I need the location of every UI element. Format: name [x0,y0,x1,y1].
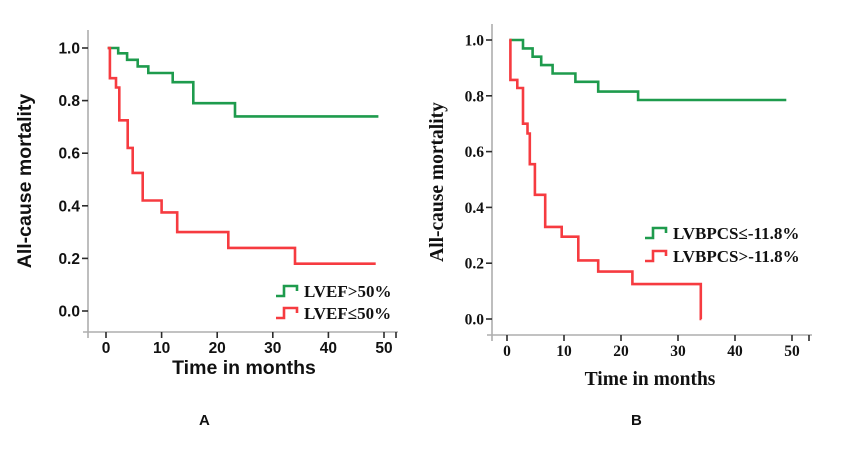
y-tick-label: 0.4 [58,198,80,215]
panel-a-caption: A [199,412,210,429]
x-tick-label: 20 [613,343,629,360]
x-tick-label: 10 [153,340,170,357]
y-tick-label: 0.0 [58,304,80,321]
legend-label: LVBPCS>-11.8% [673,247,800,266]
x-tick-label: 0 [102,340,111,357]
y-tick-label: 0.4 [465,200,485,217]
x-tick-label: 10 [556,343,572,360]
panel-b-caption: B [631,412,642,429]
y-tick-label: 0.8 [465,88,485,105]
x-tick-label: 0 [503,343,511,360]
x-tick-label: 30 [670,343,686,360]
x-tick-label: 20 [209,340,226,357]
survival-curve-LVEF>50% [107,46,379,118]
legend-step-glyph [276,284,299,298]
x-axis-title: Time in months [172,357,316,379]
y-tick-label: 0.6 [465,144,485,161]
survival-curve-LVBPCS>-11.8% [509,38,703,321]
y-tick-label: 0.6 [58,146,80,163]
x-tick-label: 40 [727,343,743,360]
x-tick-label: 50 [375,340,392,357]
x-tick-label: 40 [320,340,337,357]
legend-step-glyph [645,249,668,263]
x-tick-label: 30 [264,340,281,357]
legend-step-glyph [645,226,668,240]
survival-curve-LVBPCS≤-11.8% [509,38,787,102]
y-tick-label: 0.2 [465,256,485,273]
y-tick-label: 0.2 [58,251,80,268]
x-tick-label: 50 [784,343,800,360]
legend-label: LVBPCS≤-11.8% [673,224,799,243]
legend-label: LVEF>50% [304,282,391,301]
y-axis-title: All-cause mortality [14,94,36,269]
y-tick-label: 0.0 [465,312,485,329]
y-tick-label: 1.0 [465,33,485,50]
y-axis-title: All-cause mortality [427,102,448,262]
y-tick-label: 1.0 [58,41,80,58]
legend-label: LVEF≤50% [304,304,391,323]
survival-curve-LVEF≤50% [107,46,376,265]
x-axis-title: Time in months [585,369,716,390]
legend-step-glyph [276,306,299,320]
y-tick-label: 0.8 [58,93,80,110]
